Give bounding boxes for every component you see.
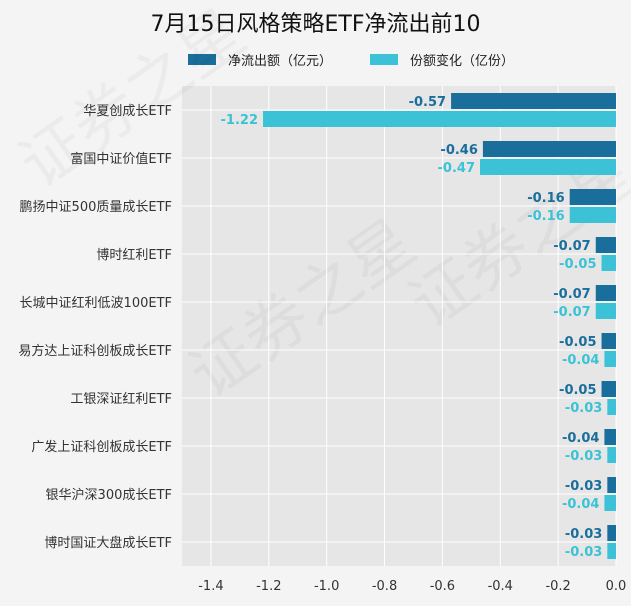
bar-net-outflow xyxy=(595,237,616,253)
y-tick-label: 工银深证红利ETF xyxy=(70,391,172,407)
x-tick-label: -0.6 xyxy=(430,579,455,594)
bar-net-outflow xyxy=(451,93,616,109)
data-label-share-change: -0.07 xyxy=(553,305,590,320)
x-tick-label: -1.0 xyxy=(314,579,339,594)
bar-share-change xyxy=(607,447,616,463)
x-tick-label: -1.2 xyxy=(256,579,281,594)
bar-share-change xyxy=(604,495,616,511)
bar-net-outflow xyxy=(607,477,616,493)
data-label-share-change: -0.03 xyxy=(565,545,602,560)
legend-swatch-net-outflow xyxy=(188,54,216,65)
legend-item-net-outflow: 净流出额（亿元） xyxy=(188,50,332,69)
bar-share-change xyxy=(607,399,616,415)
data-label-share-change: -0.04 xyxy=(562,353,599,368)
data-label-share-change: -0.04 xyxy=(562,497,599,512)
bar-net-outflow xyxy=(601,381,616,397)
legend: 净流出额（亿元） 份额变化（亿份） xyxy=(188,50,552,69)
data-label-net-outflow: -0.05 xyxy=(559,335,596,350)
x-tick-label: 0.0 xyxy=(606,579,627,594)
data-label-net-outflow: -0.07 xyxy=(553,287,590,302)
x-tick-label: -0.4 xyxy=(488,579,513,594)
data-label-net-outflow: -0.07 xyxy=(553,239,590,254)
bar-share-change xyxy=(601,255,616,271)
y-tick-label: 鹏扬中证500质量成长ETF xyxy=(20,200,172,215)
data-label-net-outflow: -0.57 xyxy=(409,95,446,110)
bar-share-change xyxy=(480,159,616,175)
bar-net-outflow xyxy=(482,141,616,157)
data-label-share-change: -1.22 xyxy=(221,113,258,128)
chart-title: 7月15日风格策略ETF净流出前10 xyxy=(150,12,481,37)
x-tick-label: -0.8 xyxy=(372,579,397,594)
bar-net-outflow xyxy=(601,333,616,349)
data-label-share-change: -0.03 xyxy=(565,449,602,464)
bar-share-change xyxy=(607,543,616,559)
data-label-net-outflow: -0.03 xyxy=(565,527,602,542)
bar-net-outflow xyxy=(607,525,616,541)
y-tick-label: 广发上证科创板成长ETF xyxy=(31,439,172,455)
data-label-share-change: -0.16 xyxy=(527,209,564,224)
y-tick-label: 易方达上证科创板成长ETF xyxy=(18,343,172,359)
y-tick-label: 银华沪深300成长ETF xyxy=(46,487,172,503)
y-tick-label: 博时国证大盘成长ETF xyxy=(44,535,172,551)
bar-share-change xyxy=(604,351,616,367)
bar-share-change xyxy=(263,111,616,127)
x-tick-label: -0.2 xyxy=(545,579,570,594)
data-label-net-outflow: -0.05 xyxy=(559,383,596,398)
data-label-net-outflow: -0.04 xyxy=(562,431,599,446)
data-label-net-outflow: -0.16 xyxy=(527,191,564,206)
legend-swatch-share-change xyxy=(370,54,399,65)
y-tick-label: 长城中证红利低波100ETF xyxy=(20,295,172,311)
legend-item-share-change: 份额变化（亿份） xyxy=(370,50,514,69)
x-tick-label: -1.4 xyxy=(198,579,223,594)
y-tick-label: 富国中证价值ETF xyxy=(70,151,172,167)
legend-label-net-outflow: 净流出额（亿元） xyxy=(228,54,333,69)
data-label-net-outflow: -0.46 xyxy=(440,143,477,158)
bar-share-change xyxy=(569,207,616,223)
bar-net-outflow xyxy=(595,285,616,301)
y-tick-label: 华夏创成长ETF xyxy=(83,104,172,119)
data-label-share-change: -0.47 xyxy=(438,161,475,176)
data-label-net-outflow: -0.03 xyxy=(565,479,602,494)
bar-share-change xyxy=(595,303,616,319)
y-tick-label: 博时红利ETF xyxy=(96,247,172,263)
bar-net-outflow xyxy=(604,429,616,445)
legend-label-share-change: 份额变化（亿份） xyxy=(410,54,515,69)
bar-net-outflow xyxy=(569,189,616,205)
data-label-share-change: -0.05 xyxy=(559,257,596,272)
data-label-share-change: -0.03 xyxy=(565,401,602,416)
